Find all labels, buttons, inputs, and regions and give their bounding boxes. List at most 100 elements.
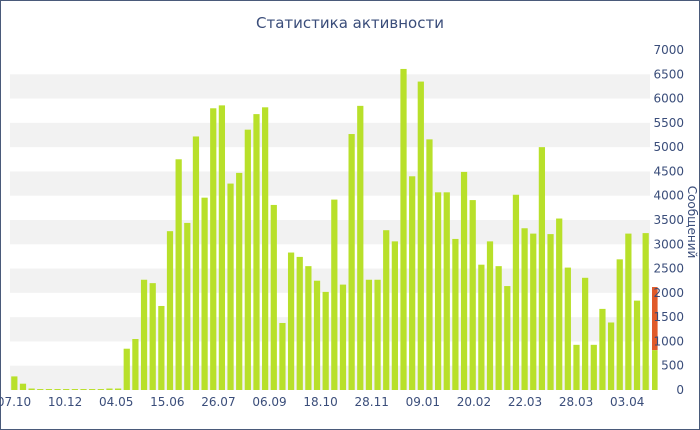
bar [512,194,520,390]
bar [19,383,27,390]
x-tick-label: 07.10 [0,395,31,409]
y-axis-label: Сообщений [685,186,699,259]
bar [37,389,44,390]
chart-title: Статистика активности [256,14,444,32]
bar-current-highlight [652,287,658,351]
bar [313,280,321,390]
bar [547,234,554,390]
y-tick-label: 0 [676,383,684,397]
y-tick-label: 5500 [653,116,684,130]
bar [89,389,96,390]
bar [28,388,35,390]
y-tick-label: 1500 [653,310,684,324]
x-tick-label: 22.03 [508,395,542,409]
grid-band [10,74,650,99]
bar [590,344,597,390]
bar [478,264,485,390]
bar [166,231,174,390]
bar [123,348,130,390]
bar [287,252,295,390]
bar [71,389,78,390]
bar [270,204,277,390]
bar [443,192,450,390]
bar [97,389,104,390]
bar-current-base [652,350,658,390]
bar [564,267,571,390]
grid-band [10,171,650,196]
y-tick-label: 6000 [653,92,684,106]
bar [11,376,18,390]
bar [486,241,494,390]
y-tick-label: 500 [661,359,684,373]
bar [218,105,226,391]
bar [45,389,53,390]
bar [409,176,416,390]
y-tick-label: 4500 [653,164,684,178]
x-tick-label: 09.01 [406,395,440,409]
bar [262,107,269,390]
bar [201,197,208,390]
bar [400,68,407,390]
x-tick-label: 20.02 [457,395,491,409]
x-tick-label: 28.03 [559,395,593,409]
bar [599,308,606,390]
bar [348,134,355,390]
bar [331,199,338,390]
bar [556,218,563,390]
bar [106,388,113,390]
grid-band [10,122,650,148]
bar [244,129,251,390]
bar [504,286,511,390]
bar [426,139,433,390]
bar [374,279,381,390]
bar [227,183,234,390]
y-tick-label: 3000 [653,237,684,251]
y-tick-label: 3500 [653,213,684,227]
x-tick-label: 04.05 [99,395,133,409]
y-tick-label: 5000 [653,140,684,154]
x-tick-label: 03.04 [610,395,644,409]
bar [158,305,165,390]
grid-band [10,317,650,342]
bar [495,266,502,390]
bar [322,291,329,390]
bar [633,300,641,390]
bar [339,284,347,390]
bar [452,238,459,390]
bar [625,233,632,390]
bar [236,172,243,390]
bar [434,192,442,390]
bar [305,266,312,390]
bar [54,389,61,390]
bar [642,233,649,390]
bar [80,389,87,390]
y-tick-label: 1000 [653,334,684,348]
y-tick-label: 2500 [653,262,684,276]
x-tick-label: 18.10 [303,395,337,409]
bar [391,241,398,390]
bar [460,171,468,390]
bar [530,233,537,390]
bar [573,344,580,390]
bar [417,81,424,390]
x-tick-label: 26.07 [201,395,235,409]
bar [357,105,364,391]
grid-band [10,268,650,293]
bar [469,200,476,390]
bar [279,322,286,390]
y-tick-label: 6500 [653,67,684,81]
grid-band [10,365,650,390]
bar [175,159,182,390]
bar [132,339,139,390]
bar [521,228,528,390]
bar [149,283,156,390]
x-tick-label: 15.06 [150,395,184,409]
y-tick-label: 4000 [653,189,684,203]
y-tick-label: 2000 [653,286,684,300]
bar [296,256,303,390]
bar [253,114,260,391]
bar [383,230,390,390]
x-tick-label: 10.12 [48,395,82,409]
y-tick-label: 7000 [653,43,684,57]
